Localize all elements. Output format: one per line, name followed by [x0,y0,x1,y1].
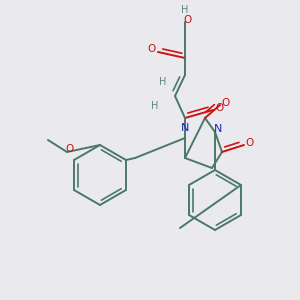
Text: N: N [214,124,222,134]
Text: O: O [215,103,223,113]
Text: O: O [221,98,229,108]
Text: H: H [181,5,189,15]
Text: H: H [159,77,167,87]
Text: O: O [65,144,73,154]
Text: N: N [181,123,189,133]
Text: O: O [246,138,254,148]
Text: O: O [148,44,156,54]
Text: O: O [183,15,191,25]
Text: H: H [151,101,159,111]
